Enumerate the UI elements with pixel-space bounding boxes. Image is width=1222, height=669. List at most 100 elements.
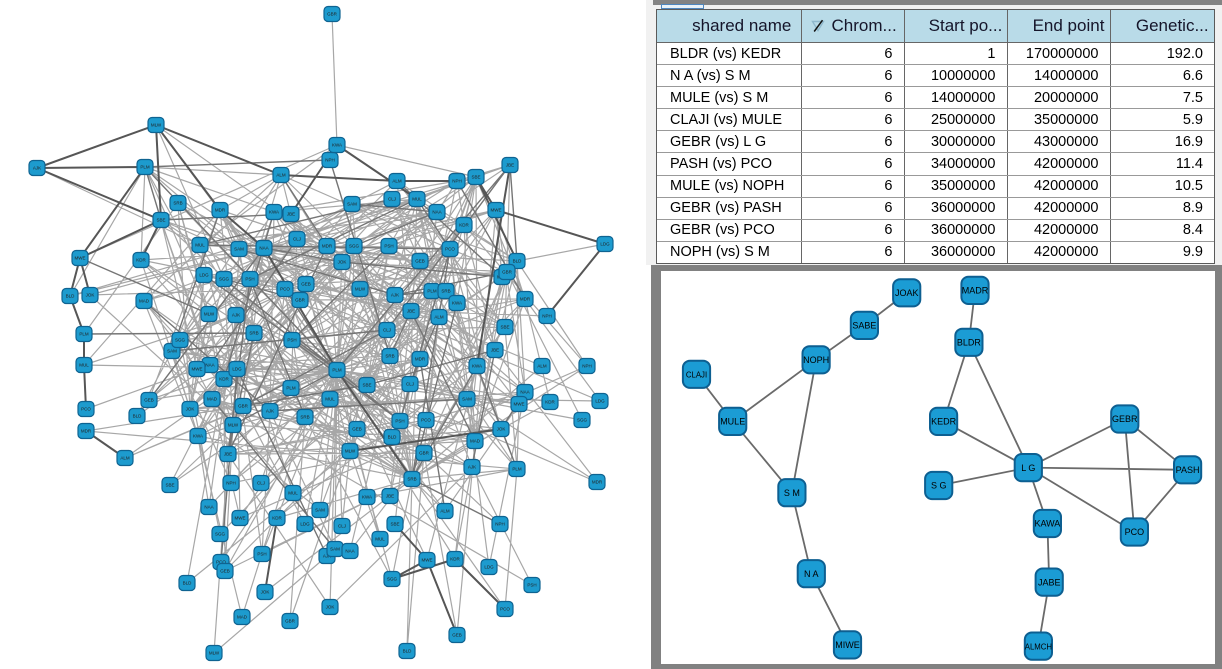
svg-text:CLJ: CLJ [338,524,346,529]
svg-text:GEB: GEB [352,427,362,432]
svg-text:BLD: BLD [403,649,413,654]
svg-text:PLM: PLM [79,332,89,337]
svg-text:CLJ: CLJ [406,382,414,387]
svg-text:GEB: GEB [144,398,154,403]
svg-text:NAA: NAA [432,210,441,215]
svg-text:PASH: PASH [1176,465,1200,475]
svg-text:PLM: PLM [332,368,342,373]
svg-text:MWE: MWE [75,256,86,261]
svg-text:GEB: GEB [301,282,311,287]
svg-text:PCO: PCO [445,247,455,252]
svg-text:KAWA: KAWA [1034,519,1060,529]
svg-text:PLM: PLM [140,165,150,170]
svg-text:MUL: MUL [79,363,89,368]
svg-text:MLW: MLW [204,312,215,317]
svg-text:NPH: NPH [542,314,552,319]
svg-text:SBE: SBE [156,218,165,223]
svg-text:SRB: SRB [441,289,450,294]
svg-text:PCO: PCO [1125,527,1145,537]
svg-text:SRB: SRB [385,354,394,359]
svg-text:BLD: BLD [133,414,143,419]
svg-text:SAM: SAM [234,247,244,252]
svg-text:MAD: MAD [237,615,248,620]
svg-text:ALM: ALM [120,456,130,461]
svg-text:MWE: MWE [422,558,433,563]
svg-text:PSH: PSH [257,552,266,557]
svg-text:MLW: MLW [355,287,366,292]
svg-text:MDR: MDR [322,244,333,249]
svg-text:PSH: PSH [287,338,296,343]
svg-text:SBE: SBE [390,522,399,527]
svg-text:CLJ: CLJ [257,481,265,486]
svg-text:JOK: JOK [261,590,270,595]
svg-text:NAA: NAA [259,246,268,251]
svg-text:GBR: GBR [295,298,306,303]
svg-text:GBR: GBR [502,270,513,275]
svg-text:AJK: AJK [33,166,41,171]
svg-text:MULE: MULE [720,417,745,427]
svg-text:SAM: SAM [330,547,340,552]
svg-text:NPH: NPH [226,481,236,486]
svg-text:NAA: NAA [520,390,529,395]
svg-text:KDR: KDR [272,516,282,521]
svg-text:SBE: SBE [500,325,509,330]
svg-text:CLJ: CLJ [293,237,301,242]
svg-text:NAA: NAA [345,549,354,554]
svg-text:GEB: GEB [415,259,425,264]
svg-text:MUL: MUL [288,491,298,496]
svg-text:KDR: KDR [459,223,469,228]
svg-text:CLJ: CLJ [388,197,396,202]
svg-text:KWA: KWA [193,434,203,439]
svg-text:PCO: PCO [500,607,510,612]
svg-text:KEDR: KEDR [931,417,957,427]
svg-text:MWE: MWE [192,367,203,372]
svg-text:PCO: PCO [216,560,226,565]
svg-text:KWA: KWA [332,143,342,148]
svg-text:MUL: MUL [412,197,422,202]
svg-text:NPH: NPH [582,364,592,369]
svg-text:LDG: LDG [199,273,209,278]
svg-text:PCO: PCO [81,407,91,412]
svg-text:JOAK: JOAK [895,288,919,298]
svg-text:AJK: AJK [266,409,274,414]
svg-text:LDG: LDG [300,522,310,527]
svg-text:AJK: AJK [391,293,399,298]
svg-text:JBE: JBE [386,494,394,499]
svg-text:JABE: JABE [1038,577,1061,587]
svg-text:MLW: MLW [345,449,356,454]
svg-text:MAD: MAD [139,299,150,304]
svg-text:CLAJI: CLAJI [686,371,707,380]
svg-text:GEB: GEB [220,569,230,574]
svg-text:PLM: PLM [512,467,522,472]
svg-text:PSH: PSH [245,277,254,282]
svg-text:BLDR: BLDR [957,338,982,348]
svg-text:NPH: NPH [325,158,335,163]
svg-text:ALMCH: ALMCH [1025,642,1052,651]
svg-text:SRB: SRB [173,201,182,206]
svg-text:LDG: LDG [484,565,494,570]
svg-text:MWE: MWE [235,516,246,521]
svg-text:S G: S G [931,481,947,491]
svg-text:MLW: MLW [209,651,220,656]
svg-text:JOK: JOK [326,605,335,610]
svg-text:SGG: SGG [577,418,588,423]
svg-text:SGG: SGG [175,338,186,343]
svg-text:MIWE: MIWE [835,640,860,650]
svg-text:MADR: MADR [962,286,989,296]
svg-text:JBE: JBE [407,309,415,314]
svg-text:KWA: KWA [452,301,462,306]
svg-text:GBR: GBR [238,404,249,409]
svg-text:N A: N A [804,569,819,579]
svg-text:JBE: JBE [506,163,514,168]
svg-text:SAM: SAM [462,397,472,402]
svg-text:MDR: MDR [415,357,426,362]
svg-text:AJK: AJK [323,554,331,559]
svg-text:PLM: PLM [286,386,296,391]
svg-text:MAD: MAD [207,397,218,402]
svg-text:LDG: LDG [232,367,242,372]
svg-text:LDG: LDG [600,242,610,247]
svg-text:NPH: NPH [495,522,505,527]
svg-text:PLM: PLM [427,289,437,294]
svg-text:SAM: SAM [167,349,177,354]
svg-text:GBR: GBR [285,619,296,624]
